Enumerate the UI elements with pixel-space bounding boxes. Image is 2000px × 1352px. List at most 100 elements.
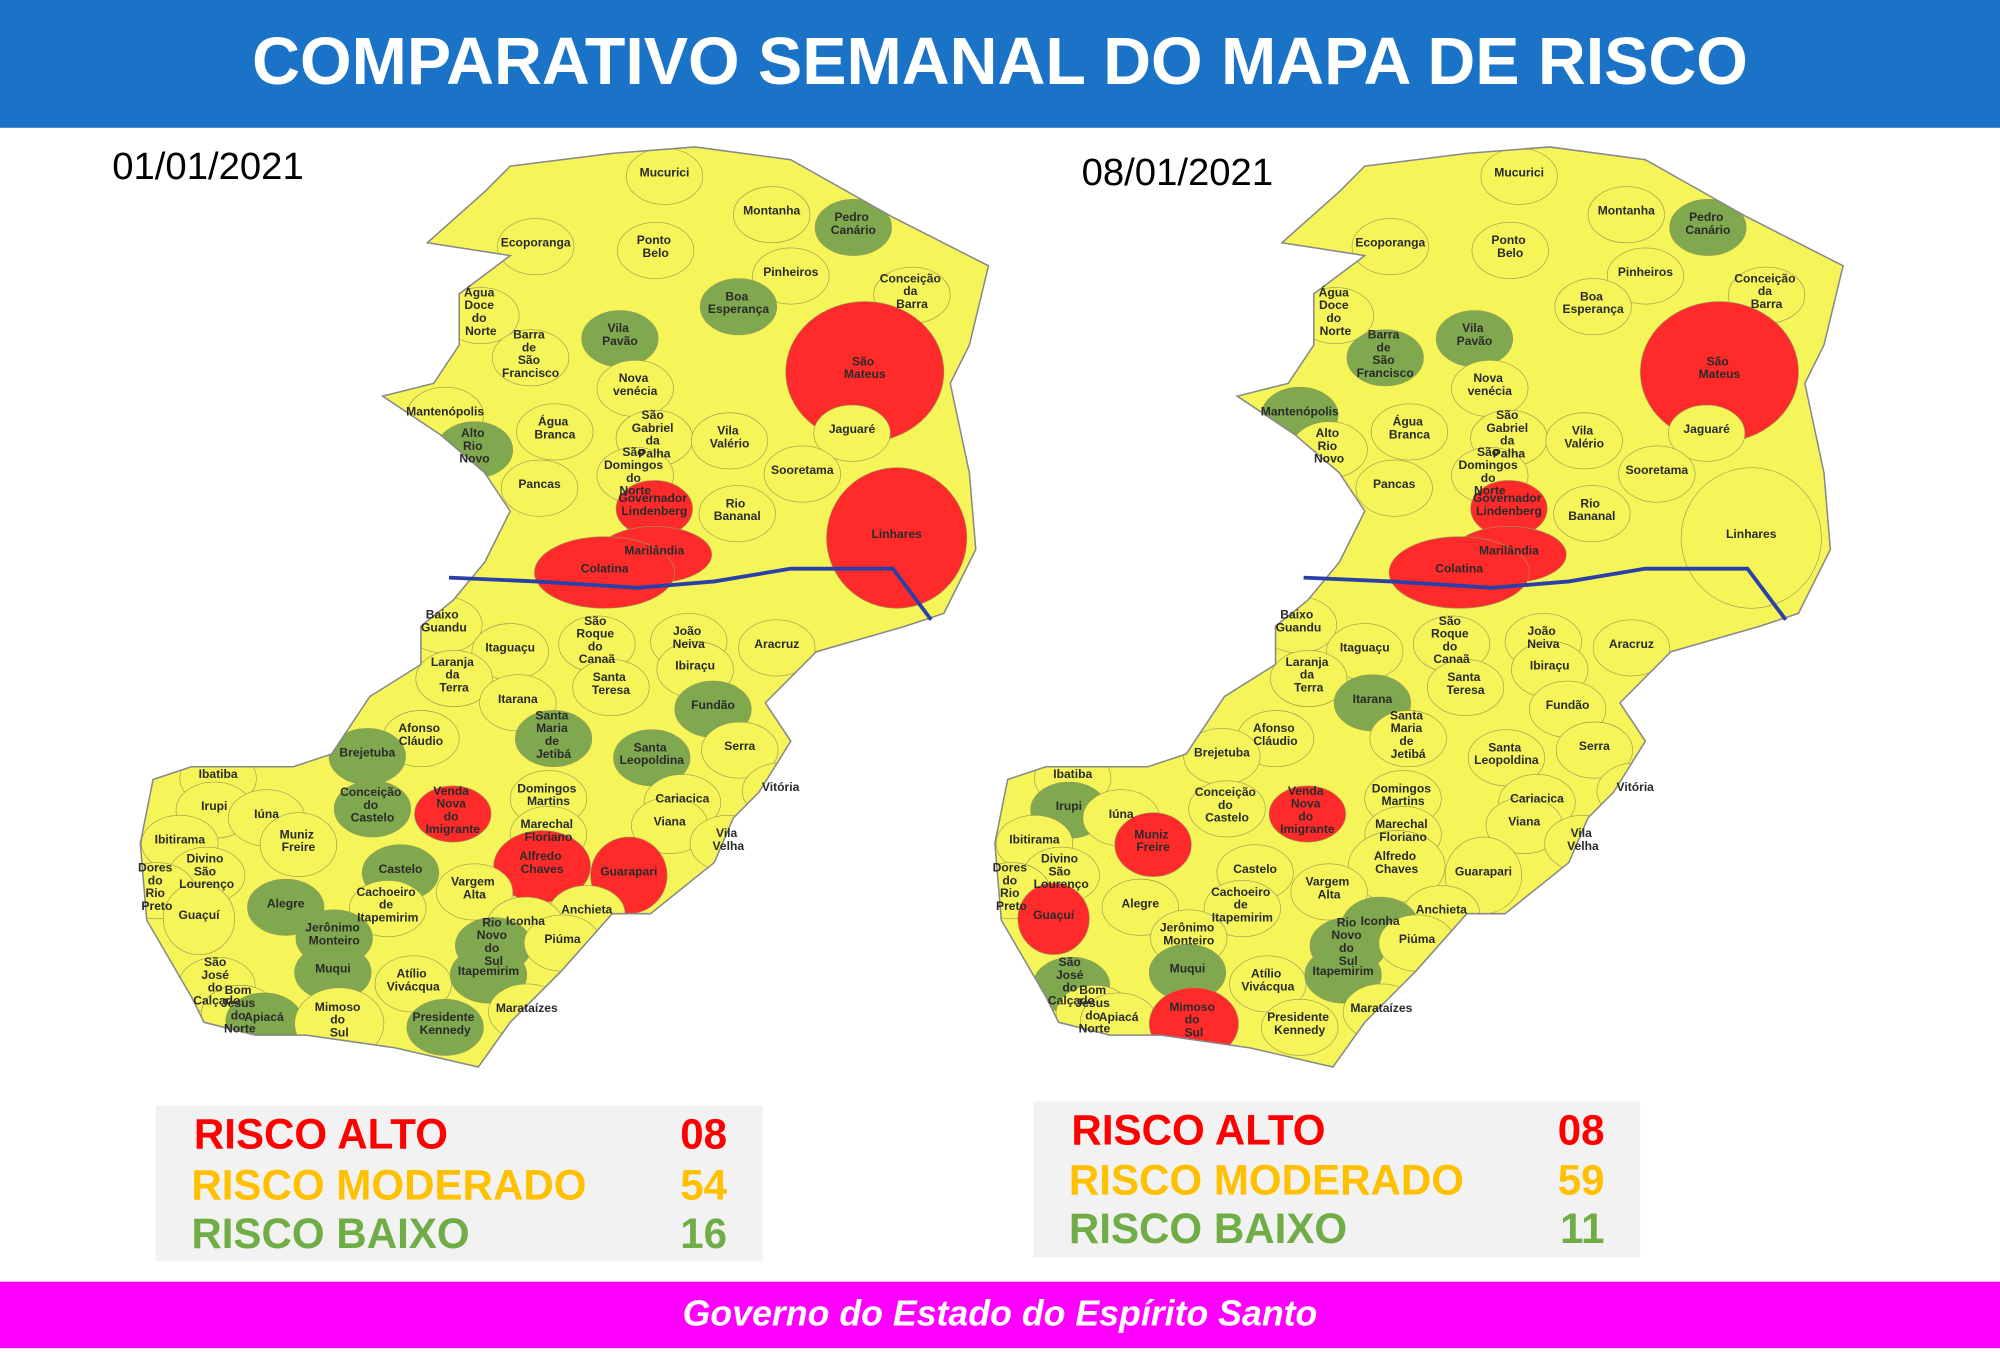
municipality-label: Linhares <box>871 527 922 541</box>
municipality-area <box>406 998 484 1056</box>
municipality-area <box>1388 536 1530 609</box>
municipality-area <box>415 650 493 707</box>
legend-count: 08 <box>680 1110 727 1157</box>
legend-label: RISCO BAIXO <box>191 1210 469 1257</box>
municipality-label: Jerônimo Monteiro <box>305 921 363 948</box>
municipality-label: Mucurici <box>640 165 690 179</box>
legend-label: RISCO MODERADO <box>191 1162 586 1209</box>
municipality-area <box>1669 199 1747 256</box>
municipality-label: Vila Velha <box>1567 826 1599 853</box>
municipality-label: São José do Calçado <box>1048 955 1095 1007</box>
municipality-label: Mantenópolis <box>406 404 484 418</box>
municipality-area <box>617 222 695 279</box>
municipality-label: Anchieta <box>1416 903 1467 917</box>
municipality-label: Santa Leopoldina <box>1474 740 1539 767</box>
footer-bar <box>0 1281 2000 1349</box>
municipality-area <box>435 863 514 921</box>
map-date: 01/01/2021 <box>112 145 303 188</box>
legend-count: 59 <box>1558 1156 1605 1203</box>
municipality-label: Itarana <box>498 692 538 706</box>
legend-count: 08 <box>1558 1107 1605 1154</box>
municipality-label: Iconha <box>506 914 545 928</box>
municipality-label: Ibiraçu <box>675 659 715 673</box>
municipality-area <box>1587 186 1665 244</box>
municipality-area <box>1618 445 1696 503</box>
municipality-label: Santa Maria de Jetibá <box>1390 708 1426 760</box>
legend-label: RISCO BAIXO <box>1069 1205 1347 1252</box>
municipality-label: Boa Esperança <box>708 289 769 316</box>
municipality-label: Mantenópolis <box>1261 404 1339 418</box>
municipality-label: São Roque do Canaã <box>1431 614 1472 666</box>
legend-box <box>155 1105 763 1262</box>
municipality-area <box>733 186 811 244</box>
municipality-label: Alfredo Chaves <box>519 849 565 876</box>
legend-label: RISCO ALTO <box>1071 1107 1325 1154</box>
municipality-label: Marechal Floriano <box>1375 817 1431 844</box>
municipality-label: Serra <box>724 739 755 753</box>
municipality-label: Muniz Freire <box>280 827 318 854</box>
municipality-label: Irupi <box>1056 799 1082 813</box>
municipality-area <box>1592 619 1670 677</box>
municipality-area <box>1290 863 1368 921</box>
municipality-label: Nova venécia <box>1468 371 1513 398</box>
municipality-label: Alegre <box>1121 896 1159 910</box>
municipality-area <box>1351 218 1429 276</box>
municipality-label: Baixo Guandu <box>421 607 467 634</box>
municipality-label: Ibitirama <box>155 832 206 846</box>
municipality-area <box>349 880 427 938</box>
municipality-label: Itaguaçu <box>1340 641 1390 655</box>
municipality-area <box>701 721 779 779</box>
municipality-label: Barra de São Francisco <box>502 328 559 380</box>
municipality-label: Brejetuba <box>339 745 395 759</box>
municipality-area <box>514 710 593 768</box>
municipality-label: Pinheiros <box>1618 265 1673 279</box>
municipality-label: Muqui <box>1170 961 1206 975</box>
municipality-label: Vitória <box>1616 780 1654 794</box>
municipality-area <box>1203 880 1281 938</box>
municipality-label: Marilândia <box>624 544 684 558</box>
legend-label: RISCO MODERADO <box>1069 1156 1464 1203</box>
municipality-label: Conceição do Castelo <box>340 785 405 825</box>
municipality-label: Boa Esperança <box>1563 289 1624 316</box>
municipality-label: Rio Bananal <box>1568 496 1615 523</box>
risk-map: Mucurici Montanha Pedro Canário Ecoporanga P… <box>993 146 1844 1068</box>
municipality-area <box>572 659 650 716</box>
municipality-label: Piúma <box>1399 932 1436 946</box>
municipality-label: Colatina <box>1435 561 1483 575</box>
municipality-label: Presidente Kennedy <box>413 1010 478 1037</box>
municipality-label: Mucurici <box>1494 165 1544 179</box>
municipality-label: Laranja da Terra <box>1285 655 1331 695</box>
municipality-label: Marechal Floriano <box>521 817 577 844</box>
municipality-label: Governador Lindenberg <box>1473 491 1545 518</box>
municipality-label: Atílio Vivácqua <box>1241 967 1294 994</box>
municipality-label: Viana <box>654 815 686 829</box>
municipality-label: Ecoporanga <box>501 236 571 250</box>
municipality-area <box>752 247 830 305</box>
municipality-area <box>1355 459 1433 517</box>
municipality-area <box>1369 710 1447 768</box>
municipality-label: São Mateus <box>844 354 886 381</box>
municipality-area <box>1553 485 1631 543</box>
municipality-area <box>1017 882 1090 955</box>
municipality-area <box>1606 247 1684 305</box>
municipality-label: Vila Valério <box>710 423 750 450</box>
municipality-label: Itapemirim <box>1313 964 1374 978</box>
municipality-label: Ibatiba <box>199 767 238 781</box>
municipality-label: Ibitirama <box>1009 832 1060 846</box>
municipality-label: Ponto Belo <box>637 233 675 260</box>
municipality-label: Montanha <box>1598 204 1655 218</box>
municipality-label: Apiacá <box>1099 1010 1139 1024</box>
municipality-label: Domingos Martins <box>517 781 580 808</box>
municipality-label: Conceição do Castelo <box>1195 785 1260 825</box>
municipality-label: Itaguaçu <box>485 641 535 655</box>
municipality-label: Governador Lindenberg <box>618 491 690 518</box>
municipality-area <box>516 403 594 461</box>
municipality-label: Jaguaré <box>1683 422 1730 436</box>
municipality-area <box>1346 329 1424 387</box>
municipality-area <box>1261 998 1339 1056</box>
municipality-label: Colatina <box>581 561 629 575</box>
municipality-area <box>699 278 778 336</box>
municipality-area <box>826 467 968 609</box>
municipality-label: Alto Rio Novo <box>459 426 489 466</box>
